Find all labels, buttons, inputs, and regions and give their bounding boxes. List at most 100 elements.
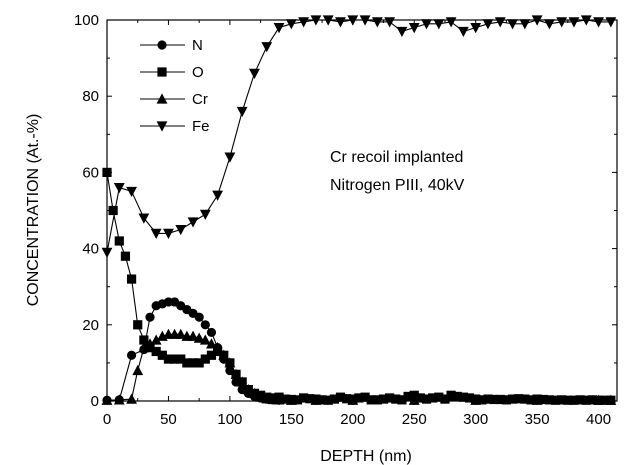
data-point-cr [212,342,224,353]
x-tick-label: 0 [103,411,111,428]
data-point-o [391,394,401,404]
data-point-o [464,393,475,403]
data-point-o [169,354,180,364]
data-point-o [434,392,444,402]
legend-label-cr: Cr [192,91,208,108]
data-point-o [569,395,579,405]
data-point-fe [273,23,285,34]
data-point-fe [285,19,297,30]
data-point-o [329,394,339,404]
data-point-o [182,358,192,368]
data-point-o [335,392,346,402]
data-point-fe [408,23,420,34]
data-point-o [403,391,413,402]
data-point-fe [568,17,580,28]
x-axis-label: DEPTH (nm) [320,448,412,465]
data-point-fe [556,17,568,28]
data-point-fe [433,19,445,30]
data-point-o [440,394,450,404]
data-point-fe [507,19,518,30]
data-point-o [575,395,585,405]
data-point-o [305,394,315,404]
data-point-fe [347,15,359,26]
data-point-o [102,167,112,177]
data-point-cr [150,334,162,345]
data-point-cr [605,394,617,405]
legend-label-fe: Fe [192,118,210,135]
data-point-cr [249,387,260,398]
data-point-o [557,395,567,405]
y-tick-label: 80 [82,88,99,105]
y-tick-label: 0 [91,393,99,410]
data-point-o [489,394,499,405]
x-tick-label: 300 [463,411,488,428]
data-point-cr [206,338,217,349]
data-point-fe [482,19,494,30]
x-tick-label: 350 [525,411,550,428]
data-point-fe [396,26,408,38]
data-point-fe [249,68,260,79]
data-point-cr [593,394,604,405]
x-tick-label: 150 [279,411,304,428]
data-point-o [587,395,598,405]
y-tick-label: 60 [82,164,99,181]
data-point-o [366,395,376,405]
data-point-fe [150,228,162,239]
data-point-o [415,393,425,403]
data-point-fe [605,17,617,28]
data-point-o [520,394,530,404]
legend-marker-fe [156,121,168,132]
legend-marker-n [157,40,167,50]
data-point-o [477,395,487,405]
legend-label-n: N [192,37,203,54]
data-point-o [120,251,131,261]
data-point-o [428,393,438,403]
data-point-fe [531,15,543,26]
data-point-fe [494,17,506,28]
data-point-o [483,394,493,404]
data-point-n [194,312,204,322]
data-point-n [126,350,137,360]
data-point-o [126,274,137,284]
data-point-cr [255,391,267,402]
x-tick-label: 250 [402,411,427,428]
data-point-o [299,393,309,403]
data-point-cr [144,338,156,349]
data-point-o [563,395,573,405]
data-point-fe [457,26,469,38]
data-point-fe [544,19,555,30]
data-point-o [163,354,174,364]
data-point-o [372,395,382,405]
series-line-fe [106,19,611,253]
data-point-o [581,395,591,405]
data-point-o [323,395,333,405]
data-point-o [507,394,518,404]
y-tick-label: 100 [74,12,99,29]
data-point-cr [218,349,230,360]
data-point-o [446,390,456,400]
data-point-fe [322,15,334,26]
data-point-fe [384,17,396,28]
data-point-o [206,350,217,360]
data-point-fe [187,217,199,228]
data-point-o [421,394,432,404]
legend-marker-o [157,67,167,77]
data-point-fe [470,23,482,34]
y-tick-label: 20 [82,317,99,334]
series-line-n [106,301,611,401]
data-point-o [501,395,511,405]
data-point-o [538,394,548,405]
data-point-o [514,394,524,404]
data-point-cr [242,383,254,395]
data-point-n [206,327,217,338]
data-point-o [495,394,505,405]
data-point-fe [445,17,457,28]
data-point-o [157,350,167,360]
data-point-o [292,395,303,405]
x-tick-label: 200 [340,411,365,428]
plot-frame [106,19,618,402]
data-point-o [151,346,161,357]
data-point-o [176,354,186,364]
